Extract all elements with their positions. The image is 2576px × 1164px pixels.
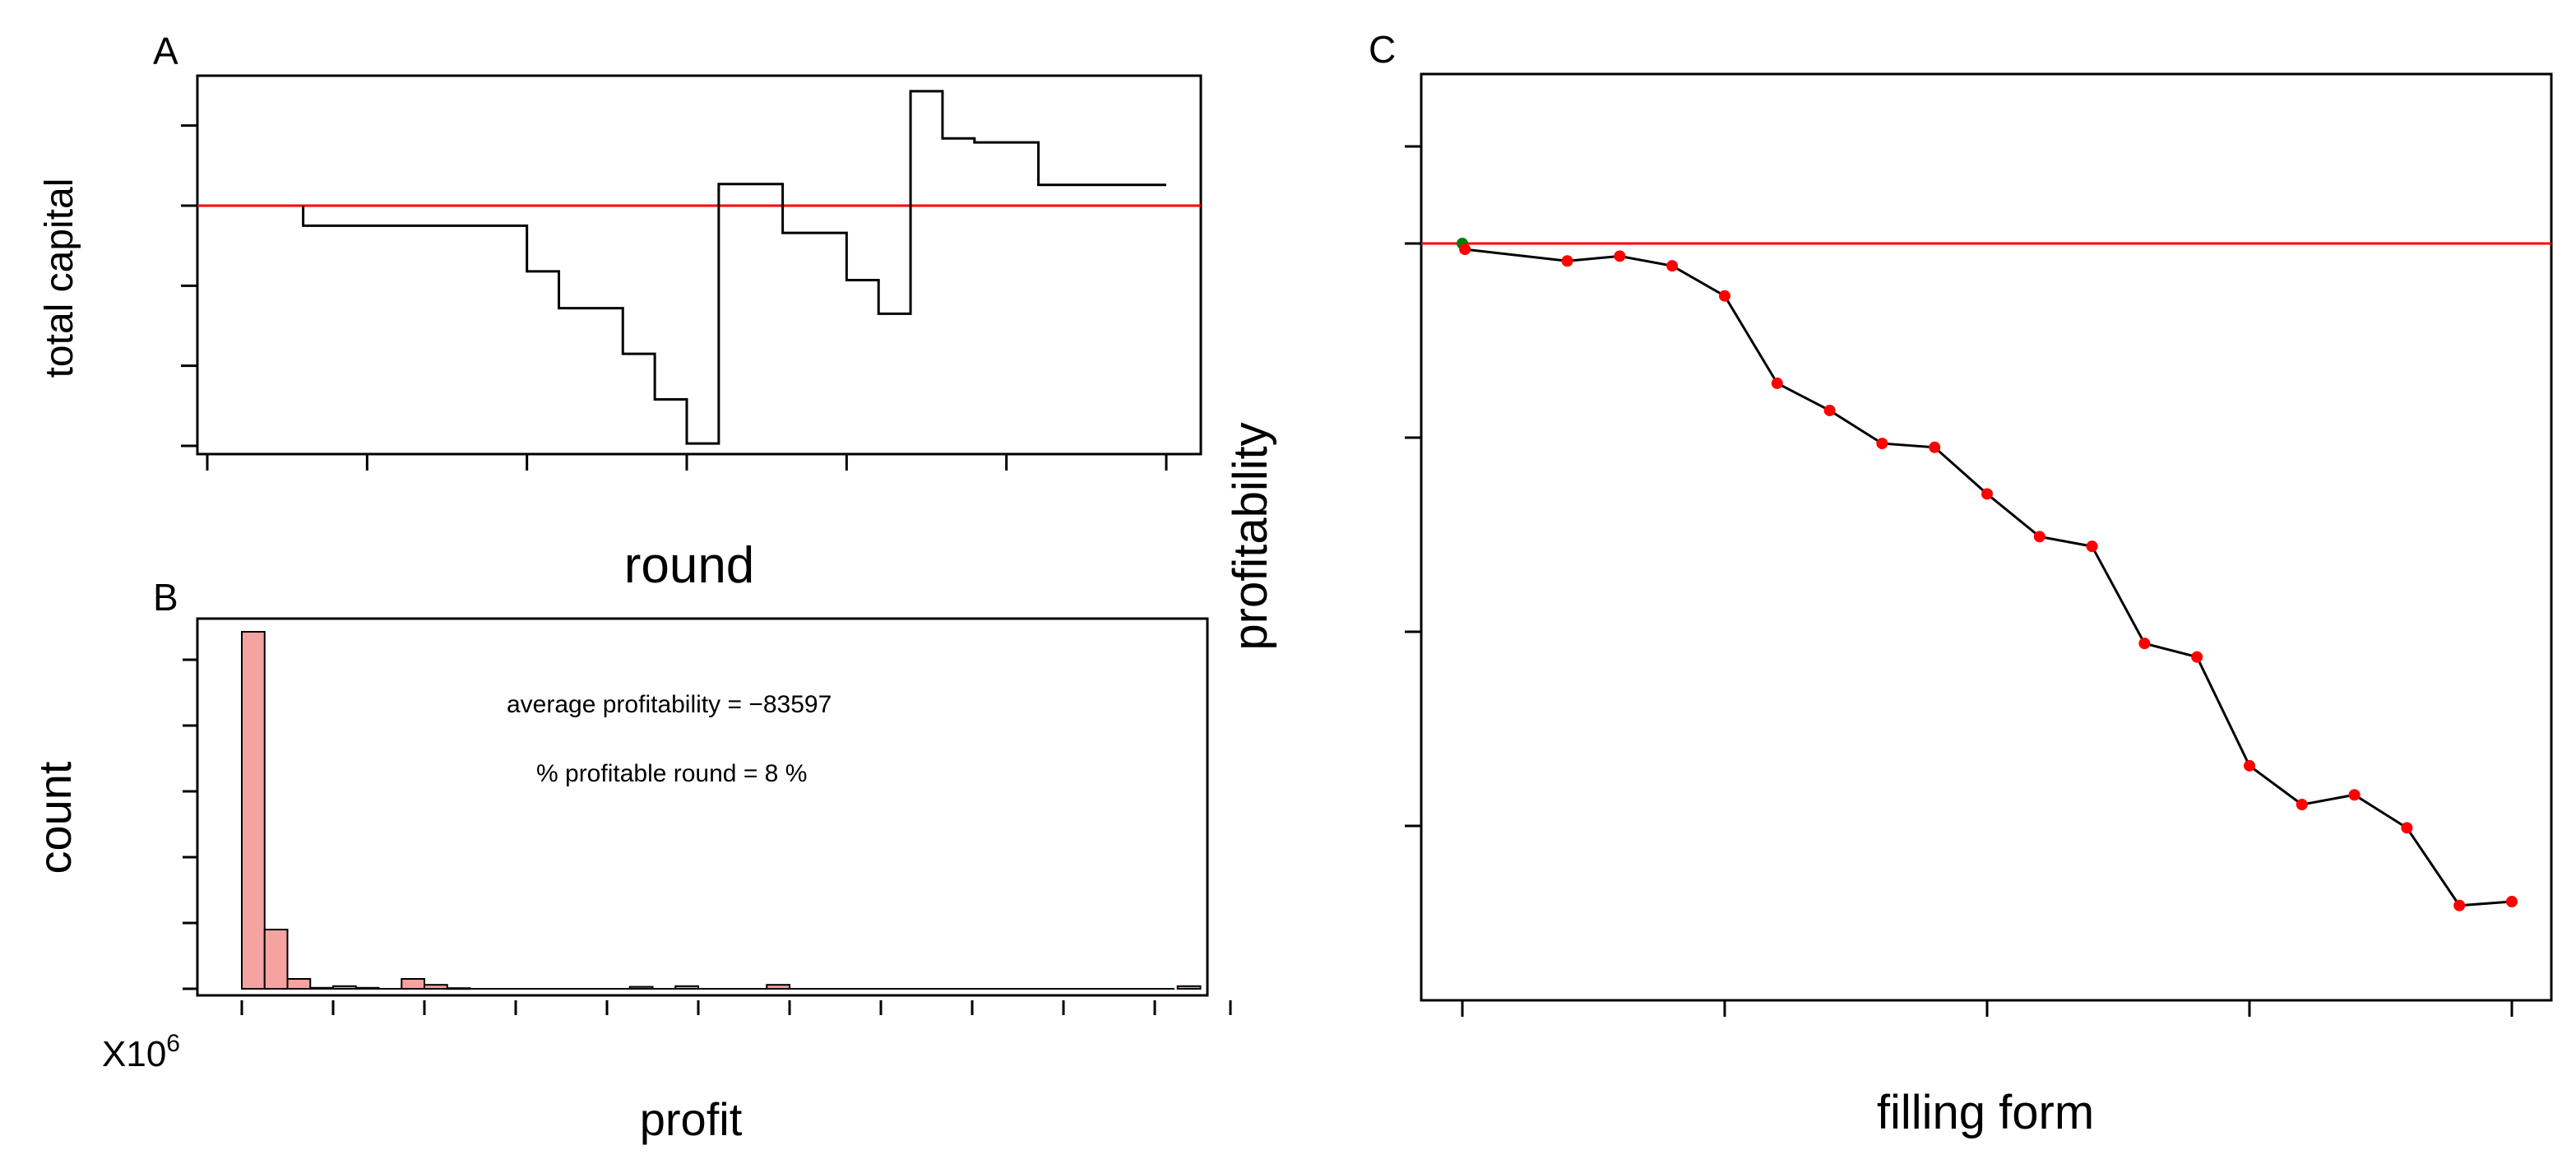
data-point xyxy=(1718,290,1730,302)
chart-a-frame xyxy=(196,74,1202,456)
histogram-bar xyxy=(241,631,266,990)
data-point xyxy=(2191,651,2203,663)
data-point xyxy=(2243,759,2255,772)
data-point xyxy=(1823,404,1836,416)
histogram-bar xyxy=(286,978,312,990)
histogram-bar xyxy=(628,985,654,990)
chart-a-ylabel: total capital xyxy=(38,179,81,378)
panel-label-a: A xyxy=(153,30,178,72)
data-point xyxy=(2138,638,2151,650)
histogram-bar xyxy=(1176,985,1202,990)
chart-b-multiplier-exp: 6 xyxy=(166,1030,180,1057)
panel-label-c: C xyxy=(1369,28,1396,71)
chart-c-xlabel: filling form xyxy=(1877,1086,2094,1139)
data-point xyxy=(1561,255,1573,267)
data-point xyxy=(1459,243,1471,256)
histogram-bar xyxy=(446,987,471,990)
histogram-bar xyxy=(263,929,289,990)
data-point xyxy=(2033,531,2046,543)
data-point xyxy=(1981,488,1993,500)
histogram-bar xyxy=(354,986,380,990)
chart-b: average profitability = −83597 % profita… xyxy=(29,617,1232,1145)
histogram-bar xyxy=(309,986,334,990)
chart-c-series-line xyxy=(1461,243,2513,907)
chart-a: round total capital xyxy=(38,74,1202,594)
data-point xyxy=(2296,799,2308,811)
chart-b-xlabel: profit xyxy=(640,1093,743,1145)
data-point xyxy=(1876,438,1888,450)
data-point xyxy=(1666,260,1679,272)
histogram-bar xyxy=(766,984,790,990)
histogram-bar xyxy=(674,985,699,990)
data-point xyxy=(2453,899,2466,911)
chart-b-frame xyxy=(196,617,1209,997)
chart-c: filling form profitability xyxy=(1224,72,2553,1139)
histogram-bar xyxy=(332,985,357,990)
histogram-bar xyxy=(424,984,448,990)
data-point xyxy=(1614,250,1626,262)
data-point xyxy=(1929,441,1941,453)
chart-c-ylabel: profitability xyxy=(1224,422,1277,650)
chart-b-annotation-avg: average profitability = −83597 xyxy=(507,691,832,718)
data-point xyxy=(2086,540,2098,553)
chart-b-ylabel: count xyxy=(29,761,81,874)
chart-b-annotation-pct: % profitable round = 8 % xyxy=(536,760,807,787)
chart-b-multiplier-base: X10 xyxy=(102,1034,166,1074)
data-point xyxy=(2506,896,2518,908)
data-point xyxy=(1771,377,1783,389)
panel-label-b: B xyxy=(153,576,178,619)
chart-a-xlabel: round xyxy=(624,537,755,594)
chart-a-series-line xyxy=(302,90,1166,445)
data-point xyxy=(2401,822,2413,834)
histogram-bar xyxy=(401,978,425,990)
chart-c-frame xyxy=(1420,72,2553,1002)
chart-b-multiplier: X106 xyxy=(102,1030,180,1074)
data-point xyxy=(2348,789,2361,801)
